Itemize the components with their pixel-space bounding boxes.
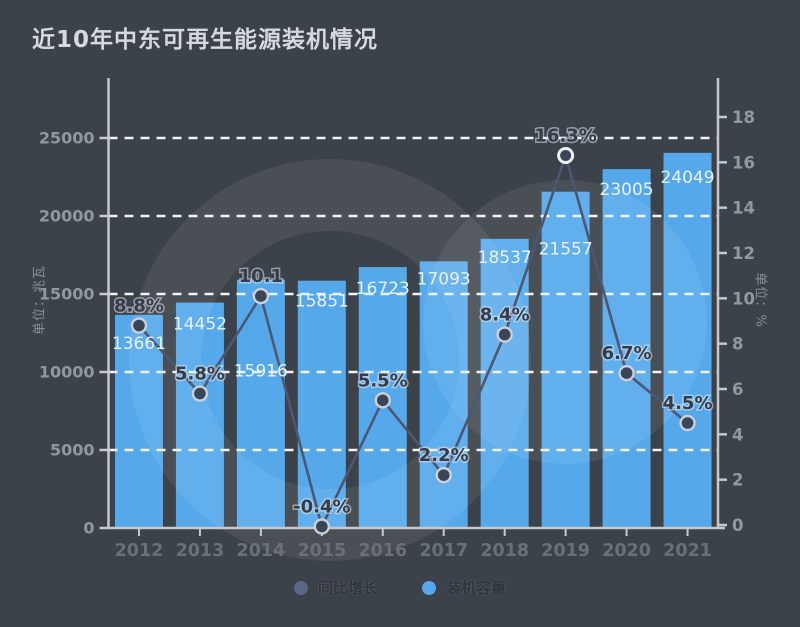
x-axis-label-2013: 2013 (176, 541, 225, 561)
pct-label-2016: 5.5% (358, 370, 408, 391)
pct-label-2013: 5.8% (175, 364, 225, 385)
x-axis-label-2018: 2018 (480, 541, 529, 561)
line-point-2019[interactable] (557, 147, 575, 165)
bar-label-2021: 24049 (660, 168, 714, 188)
left-tick-label: 25000 (39, 129, 95, 148)
bar-2020[interactable] (602, 169, 651, 528)
x-axis-label-2016: 2016 (358, 541, 407, 561)
legend-item-bar-series[interactable]: 装机容量 (422, 577, 506, 598)
line-point-2016[interactable] (374, 392, 391, 409)
x-axis-label-2020: 2020 (602, 541, 651, 561)
pct-label-2020: 6.7% (602, 343, 652, 364)
left-tick-label: 15000 (39, 285, 95, 304)
legend-dot-bar-series (422, 580, 436, 595)
x-axis-label-2014: 2014 (237, 541, 286, 561)
line-point-2015[interactable] (313, 518, 331, 535)
left-tick-label: 10000 (39, 363, 95, 382)
line-point-2018[interactable] (496, 326, 513, 343)
pct-label-2019: 16.3% (534, 126, 596, 147)
left-axis-name: 单位：兆瓦 (32, 264, 48, 336)
line-point-2020[interactable] (618, 364, 635, 382)
right-tick-label: 2 (732, 471, 743, 490)
bar-label-2013: 14452 (173, 315, 227, 335)
bar-label-2020: 23005 (600, 180, 654, 200)
line-point-2013[interactable] (191, 385, 209, 402)
legend-dot-line-series (293, 580, 308, 595)
growth-line (138, 154, 689, 528)
right-tick-label: 12 (732, 244, 755, 263)
right-tick-label: 10 (732, 289, 755, 308)
left-tick-label: 5000 (50, 441, 95, 460)
right-axis-name: 单位：% (752, 272, 768, 328)
bar-label-2017: 17093 (417, 269, 471, 289)
pct-label-2021: 4.5% (663, 393, 713, 414)
bar-label-2016: 16723 (356, 279, 410, 299)
bar-label-2018: 18537 (478, 248, 532, 268)
chart-title: 近10年中东可再生能源装机情况 (32, 27, 379, 53)
right-tick-label: 4 (732, 425, 743, 444)
right-tick-label: 18 (732, 108, 755, 127)
legend-label-line-series: 同比增长 (317, 579, 378, 597)
legend-item-line-series[interactable]: 同比增长 (293, 577, 378, 598)
line-point-2012[interactable] (130, 317, 148, 334)
x-axis-label-2021: 2021 (663, 541, 712, 561)
line-point-2021[interactable] (679, 414, 696, 432)
line-point-2014[interactable] (252, 287, 270, 305)
x-axis-label-2017: 2017 (419, 541, 468, 561)
right-tick-label: 8 (732, 335, 743, 354)
right-tick-label: 16 (732, 153, 755, 172)
bar-label-2019: 21557 (539, 240, 593, 260)
pct-label-2014: 10.1 (239, 266, 283, 287)
right-tick-label: 6 (732, 380, 743, 399)
bar-label-2012: 13661 (112, 334, 166, 354)
bar-2013[interactable] (175, 302, 224, 528)
pct-label-2015: -0.4% (293, 497, 350, 518)
left-tick-label: 20000 (39, 207, 95, 226)
pct-label-2017: 2.2% (419, 445, 469, 466)
right-tick-label: 0 (732, 516, 743, 535)
left-tick-label: 0 (83, 519, 94, 538)
pct-label-2018: 8.4% (480, 305, 530, 326)
pct-label-2012: 8.8% (114, 296, 164, 317)
bar-2019[interactable] (541, 191, 590, 528)
x-axis-label-2012: 2012 (115, 541, 164, 561)
bar-2017[interactable] (419, 261, 468, 528)
line-point-2017[interactable] (435, 466, 452, 484)
bar-label-2014: 15916 (234, 362, 288, 382)
legend-label-bar-series: 装机容量 (446, 579, 507, 597)
watermark-disc (423, 180, 707, 464)
right-tick-label: 14 (732, 199, 755, 218)
chart-legend: 同比增长 装机容量 (0, 577, 800, 598)
bar-2015[interactable] (297, 280, 346, 528)
bar-label-2015: 15851 (295, 292, 349, 312)
x-axis-label-2019: 2019 (541, 541, 590, 561)
bar-2012[interactable] (114, 314, 163, 528)
x-axis-label-2015: 2015 (297, 541, 346, 561)
